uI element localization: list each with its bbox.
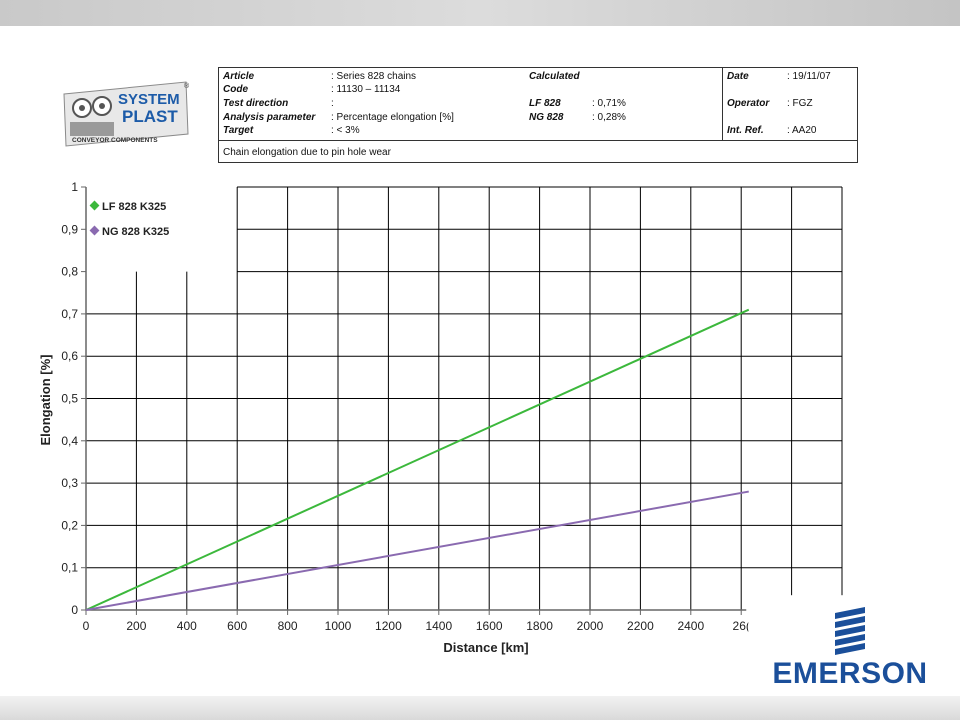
system-plast-logo: SYSTEM PLAST CONVEYOR COMPONENTS ®: [63, 81, 190, 147]
logo-line1: SYSTEM: [118, 91, 180, 108]
legend-label: NG 828 K325: [102, 226, 169, 238]
lf-label: LF 828: [529, 98, 561, 109]
x-tick-label: 1600: [476, 619, 503, 633]
chart-crop-mask: [748, 595, 850, 650]
test-direction-value: :: [331, 98, 334, 109]
emerson-wordmark: EMERSON: [772, 657, 928, 690]
bottom-banner: [0, 696, 960, 720]
elongation-chart: 0 0,1 0,2 0,3 0,4 0,5 0,6 0,7 0,8 0,9 1 0 200 400 600 8…: [38, 180, 850, 655]
x-tick-label: 1000: [325, 619, 352, 633]
x-tick-label: 1800: [526, 619, 553, 633]
y-tick-label: 0,1: [61, 561, 78, 575]
y-tick-label: 0,4: [61, 434, 78, 448]
analysis-label: Analysis parameter: [223, 112, 316, 123]
code-value: : 11130 – 11134: [331, 84, 401, 95]
legend-marker: [89, 200, 100, 211]
y-tick-label: 0,2: [61, 518, 78, 532]
legend-marker: [89, 225, 100, 236]
y-tick-label: 0,9: [61, 222, 78, 236]
chart-axes: 0 0,1 0,2 0,3 0,4 0,5 0,6 0,7 0,8 0,9 1 0 200 400 600 8…: [61, 180, 850, 650]
x-tick-label: 2000: [577, 619, 604, 633]
target-label: Target: [223, 125, 254, 136]
registered-mark: ®: [184, 82, 190, 90]
x-tick-label: 0: [83, 619, 90, 633]
y-tick-label: 0,7: [61, 307, 78, 321]
y-tick-label: 0,6: [61, 349, 78, 363]
code-label: Code: [223, 84, 248, 95]
x-tick-label: 400: [177, 619, 197, 633]
chart-legend: LF 828 K325 NG 828 K325: [89, 200, 169, 238]
series-line: [85, 308, 750, 611]
article-value: : Series 828 chains: [331, 71, 417, 82]
x-tick-label: 26(: [733, 619, 750, 633]
emerson-logo: EMERSON: [755, 605, 945, 695]
y-tick-label: 0,3: [61, 476, 78, 490]
top-banner: [0, 0, 960, 26]
emerson-emblem-icon: [835, 607, 865, 655]
info-row-divider: [219, 140, 857, 141]
legend-label: LF 828 K325: [102, 201, 166, 213]
target-value: : < 3%: [331, 125, 360, 136]
ng-value: : 0,28%: [592, 112, 626, 123]
x-tick-label: 2200: [627, 619, 654, 633]
y-tick-label: 0,8: [61, 265, 78, 279]
intref-label: Int. Ref.: [727, 125, 764, 136]
lf-value: : 0,71%: [592, 98, 626, 109]
x-tick-label: 600: [227, 619, 247, 633]
x-tick-label: 2400: [677, 619, 704, 633]
logo-line2: PLAST: [122, 107, 178, 126]
date-label: Date: [727, 71, 749, 82]
info-column-divider: [722, 68, 723, 140]
x-tick-label: 200: [126, 619, 146, 633]
operator-value: : FGZ: [787, 98, 813, 109]
chart-series: [85, 308, 750, 611]
logo-tagline: CONVEYOR COMPONENTS: [72, 137, 158, 144]
calculated-label: Calculated: [529, 71, 580, 82]
operator-label: Operator: [727, 98, 770, 109]
series-line: [85, 490, 749, 611]
test-info-table: Article : Series 828 chains Code : 11130…: [218, 67, 858, 163]
article-label: Article: [223, 71, 255, 82]
test-direction-label: Test direction: [223, 98, 289, 109]
description-text: Chain elongation due to pin hole wear: [223, 147, 391, 158]
analysis-value: : Percentage elongation [%]: [331, 112, 454, 123]
chart-grid: [86, 186, 843, 610]
date-value: : 19/11/07: [787, 71, 831, 82]
y-axis-label: Elongation [%]: [38, 355, 53, 446]
x-tick-label: 800: [278, 619, 298, 633]
x-tick-label: 1400: [425, 619, 452, 633]
x-axis-label: Distance [km]: [443, 640, 528, 655]
y-tick-label: 0,5: [61, 392, 78, 406]
intref-value: : AA20: [787, 125, 817, 136]
y-tick-label: 0: [71, 603, 78, 617]
y-tick-label: 1: [71, 180, 78, 194]
x-tick-label: 1200: [375, 619, 402, 633]
ng-label: NG 828: [529, 112, 564, 123]
